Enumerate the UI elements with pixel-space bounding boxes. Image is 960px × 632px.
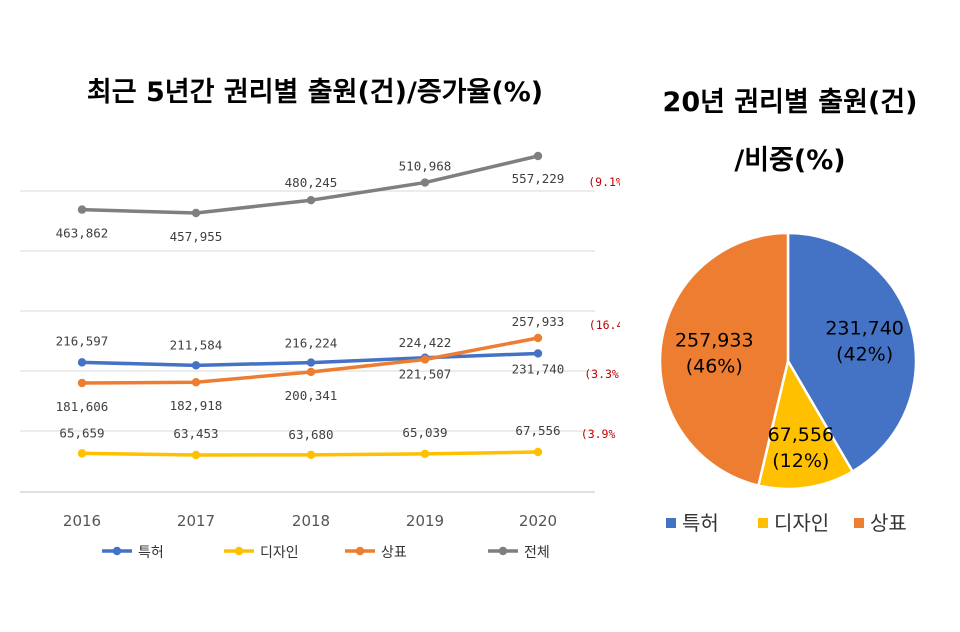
data-label: 463,862 xyxy=(56,226,109,241)
data-point xyxy=(306,450,316,460)
pie-legend-swatch-디자인 xyxy=(758,518,768,528)
data-label: 182,918 xyxy=(170,398,223,413)
pie-slice-상표 xyxy=(658,231,790,488)
x-tick-label: 2020 xyxy=(519,512,557,530)
data-label: 181,606 xyxy=(56,399,109,414)
data-point xyxy=(533,349,543,358)
data-label: 65,659 xyxy=(59,425,104,440)
pie-chart-title-line2: /비중(%) xyxy=(734,145,846,176)
data-label: 257,933 xyxy=(512,314,565,329)
legend-label: 상표 xyxy=(381,545,407,561)
data-point xyxy=(191,378,201,387)
pie-chart: 231,740 (42%) 67,556 (12%) 257,933 (46%) 특허 디자인… xyxy=(658,231,918,535)
growth-rate-label: (16.4%) xyxy=(589,318,620,332)
data-label: 67,556 xyxy=(515,423,560,438)
line-chart: 2016 2017 2018 2019 2020 216,597 211,584 216,22… xyxy=(20,151,620,561)
legend-marker xyxy=(355,546,365,556)
data-point xyxy=(306,358,316,367)
data-label: 63,680 xyxy=(288,427,333,442)
data-point xyxy=(533,447,543,457)
data-label: 216,597 xyxy=(56,333,109,348)
x-tick-label: 2016 xyxy=(63,512,101,530)
pie-value-label: 257,933 xyxy=(675,329,754,351)
data-point xyxy=(77,378,87,388)
data-point xyxy=(77,205,87,214)
data-label: 221,507 xyxy=(399,366,452,381)
growth-rate-label: (3.3%) xyxy=(584,367,620,381)
data-label: 216,224 xyxy=(285,336,338,351)
legend-marker xyxy=(234,546,244,556)
data-point xyxy=(420,355,430,364)
growth-rate-label: (9.1%) xyxy=(588,175,620,189)
pie-value-label: 67,556 xyxy=(768,424,834,446)
pie-legend-label: 특허 xyxy=(682,511,719,535)
data-point xyxy=(420,449,430,459)
pie-value-label: 231,740 xyxy=(825,317,904,339)
legend-label: 전체 xyxy=(524,545,550,561)
x-tick-label: 2017 xyxy=(177,512,215,530)
data-label: 510,968 xyxy=(399,159,452,174)
data-label: 557,229 xyxy=(512,171,565,186)
data-label: 480,245 xyxy=(285,175,338,190)
pie-legend-swatch-상표 xyxy=(854,518,864,528)
pie-percent-label: (46%) xyxy=(686,355,743,377)
data-point xyxy=(533,333,543,343)
data-point xyxy=(306,367,316,377)
data-point xyxy=(191,361,201,370)
data-point xyxy=(191,450,201,460)
data-point xyxy=(533,151,543,161)
legend-label: 특허 xyxy=(138,545,164,561)
data-label: 65,039 xyxy=(402,425,447,440)
pie-percent-label: (12%) xyxy=(772,450,829,472)
data-label: 231,740 xyxy=(512,361,565,376)
data-label: 200,341 xyxy=(285,388,338,403)
pie-slice-디자인 xyxy=(756,357,855,491)
data-label: 211,584 xyxy=(170,337,223,352)
data-label: 457,955 xyxy=(170,229,223,244)
data-point xyxy=(306,196,316,205)
data-label: 63,453 xyxy=(173,426,218,441)
legend-marker xyxy=(112,546,122,556)
data-point xyxy=(77,449,87,458)
x-tick-label: 2019 xyxy=(406,512,444,530)
legend-marker xyxy=(498,546,508,556)
pie-chart-title-line1: 20년 권리별 출원(건) xyxy=(662,87,918,118)
line-chart-title: 최근 5년간 권리별 출원(건)/증가율(%) xyxy=(86,77,544,108)
pie-slice-특허 xyxy=(786,231,918,474)
legend-label: 디자인 xyxy=(260,545,299,561)
pie-legend-swatch-특허 xyxy=(666,518,676,528)
x-tick-label: 2018 xyxy=(292,512,330,530)
growth-rate-label: (3.9% ) xyxy=(581,427,620,441)
pie-legend-label: 디자인 xyxy=(774,511,829,535)
pie-percent-label: (42%) xyxy=(836,343,893,365)
data-label: 224,422 xyxy=(399,335,452,350)
data-point xyxy=(77,358,87,367)
pie-legend-label: 상표 xyxy=(870,511,907,535)
data-point xyxy=(420,178,430,187)
data-point xyxy=(191,208,201,218)
